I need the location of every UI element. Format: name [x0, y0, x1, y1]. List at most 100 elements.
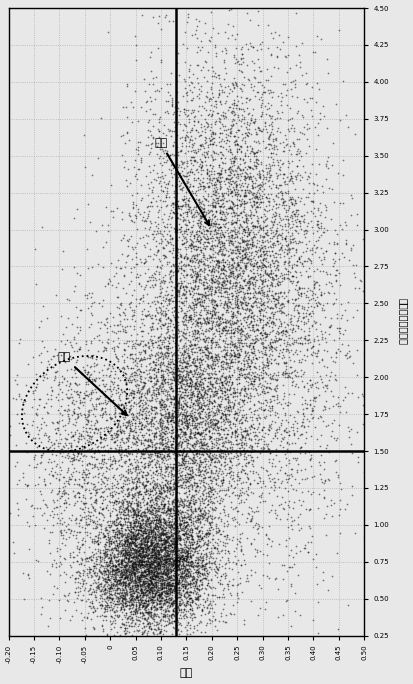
- Point: [137, 360, 144, 371]
- Point: [190, 328, 196, 339]
- Point: [120, 548, 126, 559]
- Point: [148, 577, 155, 588]
- Point: [297, 269, 304, 280]
- Point: [188, 376, 195, 387]
- Point: [242, 279, 249, 290]
- Point: [214, 422, 221, 433]
- Point: [207, 287, 214, 298]
- Point: [268, 370, 274, 381]
- Point: [168, 97, 174, 108]
- Point: [131, 508, 138, 518]
- Point: [149, 475, 156, 486]
- Point: [174, 475, 181, 486]
- Point: [115, 497, 122, 508]
- Point: [251, 361, 258, 372]
- Point: [189, 298, 195, 308]
- Point: [130, 392, 137, 403]
- Point: [230, 408, 237, 419]
- Point: [124, 501, 131, 512]
- Point: [309, 228, 316, 239]
- Point: [146, 92, 153, 103]
- Point: [195, 493, 202, 504]
- Point: [123, 409, 130, 420]
- Point: [248, 192, 254, 203]
- Point: [270, 367, 277, 378]
- Point: [157, 503, 164, 514]
- Point: [200, 562, 206, 573]
- Point: [121, 598, 128, 609]
- Point: [174, 419, 181, 430]
- Point: [193, 481, 199, 492]
- Point: [175, 512, 182, 523]
- Point: [199, 220, 205, 231]
- Point: [126, 453, 132, 464]
- Point: [119, 560, 126, 570]
- Point: [185, 486, 192, 497]
- Point: [155, 382, 162, 393]
- Point: [217, 545, 224, 556]
- Point: [180, 285, 187, 295]
- Point: [150, 484, 157, 495]
- Point: [204, 91, 210, 102]
- Point: [164, 146, 170, 157]
- Point: [116, 448, 122, 459]
- Point: [82, 629, 89, 640]
- Point: [135, 620, 141, 631]
- Point: [237, 299, 244, 310]
- Point: [133, 534, 139, 544]
- Point: [169, 503, 176, 514]
- Point: [181, 170, 188, 181]
- Point: [208, 564, 214, 575]
- Point: [189, 241, 195, 252]
- Point: [234, 356, 241, 367]
- Point: [244, 270, 251, 281]
- Point: [230, 387, 237, 398]
- Point: [123, 529, 130, 540]
- Point: [227, 187, 234, 198]
- Point: [85, 430, 92, 441]
- Point: [166, 553, 173, 564]
- Point: [207, 516, 214, 527]
- Point: [51, 437, 57, 448]
- Point: [78, 504, 85, 515]
- Point: [207, 406, 214, 417]
- Point: [262, 214, 268, 225]
- Point: [201, 283, 207, 294]
- Point: [161, 536, 168, 547]
- Point: [212, 226, 218, 237]
- Point: [86, 373, 93, 384]
- Point: [72, 378, 78, 389]
- Point: [166, 596, 172, 607]
- Point: [174, 560, 180, 570]
- Point: [151, 603, 157, 614]
- Point: [198, 492, 205, 503]
- Point: [137, 596, 144, 607]
- Point: [131, 532, 138, 543]
- Point: [165, 579, 172, 590]
- Point: [279, 343, 285, 354]
- Point: [233, 215, 240, 226]
- Point: [65, 443, 71, 453]
- Point: [140, 576, 147, 587]
- Point: [203, 527, 209, 538]
- Point: [171, 412, 178, 423]
- Point: [77, 397, 83, 408]
- Point: [161, 538, 167, 549]
- Point: [293, 417, 300, 428]
- Point: [147, 449, 153, 460]
- Point: [171, 150, 177, 161]
- Point: [78, 495, 84, 506]
- Point: [176, 516, 183, 527]
- Point: [69, 445, 75, 456]
- Point: [145, 553, 151, 564]
- Point: [211, 461, 218, 472]
- Point: [240, 358, 246, 369]
- Point: [190, 311, 197, 321]
- Point: [157, 595, 163, 606]
- Point: [151, 402, 157, 412]
- Point: [261, 327, 268, 338]
- Point: [143, 583, 150, 594]
- Point: [88, 443, 95, 453]
- Point: [141, 551, 147, 562]
- Point: [237, 560, 243, 571]
